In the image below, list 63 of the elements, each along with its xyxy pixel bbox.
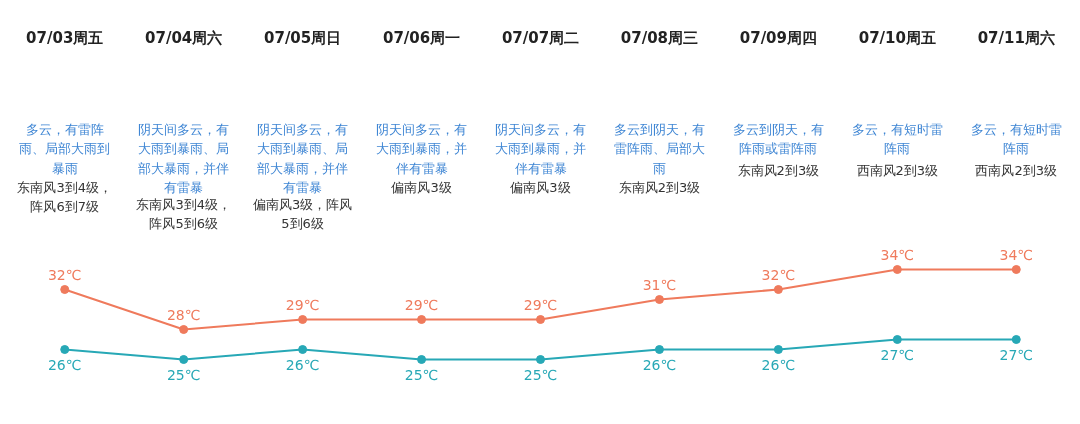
point [179,325,189,334]
data-label: 28℃ [166,306,201,323]
text: 东南风2到3级 [618,179,701,195]
data-label: 26℃ [47,356,82,373]
point [1011,335,1021,344]
text: 阴天间多云，有大雨到暴雨、局部大暴雨，并伴有雷暴 [257,121,349,195]
point [773,345,783,354]
data-label: 26℃ [285,356,320,373]
data-label: 25℃ [523,366,558,383]
text: 西南风2到3级 [975,162,1058,178]
data-label: 32℃ [761,266,796,283]
text: 多云，有短时雷阵雨 [970,121,1062,156]
text: 多云，有雷阵雨、局部大雨到暴雨 [19,121,111,176]
data-label: 31℃ [642,276,677,293]
data-label: 29℃ [285,296,320,313]
text: 偏南风3级 [510,179,571,195]
point [1011,265,1021,274]
data-label: 27℃ [999,346,1034,363]
text: 阴天间多云，有大雨到暴雨、局部大暴雨，并伴有雷暴 [138,121,230,195]
point [773,285,783,294]
text: 东南风3到4级，阵风5到6级 [136,196,231,231]
data-label: 26℃ [761,356,796,373]
data-label: 34℃ [999,246,1034,263]
text: 偏南风3级 [391,179,452,195]
text: 偏南风3级，阵风5到6级 [252,196,353,231]
x-tick-label: 07/11周六 [977,28,1055,47]
text: 东南风3到4级，阵风6到7级 [17,179,112,214]
point [892,265,902,274]
point [654,295,664,304]
point [417,355,427,364]
point [417,315,427,324]
x-tick-label: 07/04周六 [145,28,223,47]
point [60,285,70,294]
text: 多云，有短时雷阵雨 [851,121,943,156]
data-label: 29℃ [523,296,558,313]
text: 阴天间多云，有大雨到暴雨，并伴有雷暴 [495,121,586,176]
text: 西南风2到3级 [856,162,939,178]
x-tick-label: 07/09周四 [739,28,818,47]
x-tick-label: 07/05周日 [264,28,342,47]
x-tick-label: 07/08周三 [620,28,699,47]
data-label: 25℃ [166,366,201,383]
text: 东南风2到3级 [737,162,820,178]
text: 多云到阴天，有雷阵雨、局部大雨 [613,121,705,176]
x-tick-label: 07/06周一 [382,28,461,47]
text: 阴天间多云，有大雨到暴雨，并伴有雷暴 [376,121,468,176]
point [60,345,70,354]
data-label: 32℃ [47,266,82,283]
point [892,335,902,344]
data-label: 27℃ [880,346,915,363]
point [298,315,308,324]
point [179,355,189,364]
point [654,345,664,354]
text: 多云到阴天，有阵雨或雷阵雨 [732,121,824,156]
point [298,345,308,354]
x-tick-label: 07/07周二 [501,28,580,47]
x-tick-label: 07/03周五 [26,28,104,47]
data-label: 34℃ [880,246,915,263]
x-tick-label: 07/10周五 [858,28,936,47]
data-label: 25℃ [404,366,439,383]
data-label: 26℃ [642,356,677,373]
point [536,355,545,364]
point [536,315,545,324]
data-label: 29℃ [404,296,439,313]
